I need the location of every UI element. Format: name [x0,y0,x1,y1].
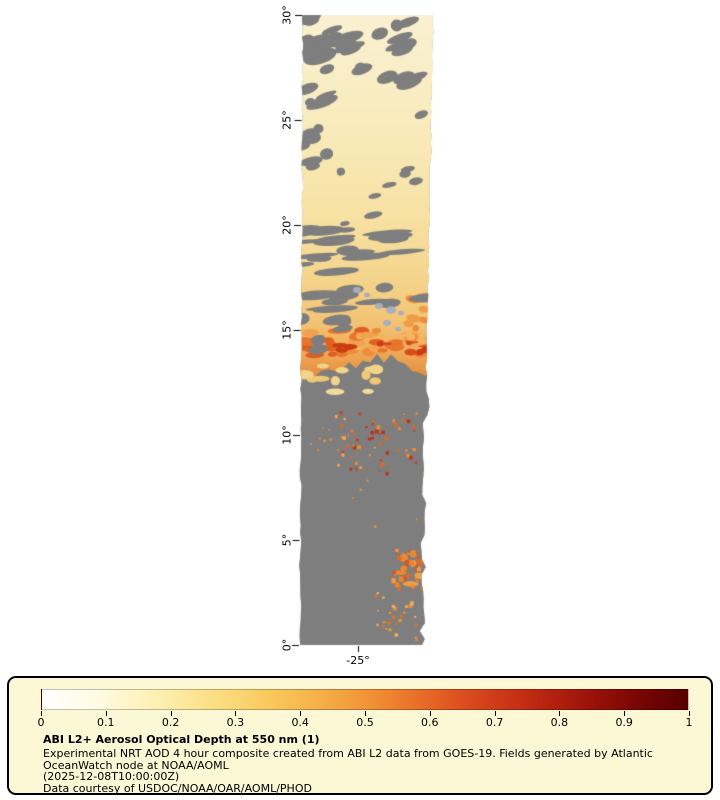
colorbar-tick [559,711,561,716]
colorbar-tick-label: 0.9 [615,716,633,729]
latitude-tick-label: 30° [280,5,294,25]
colorbar-tick-label: 0.6 [421,716,439,729]
latitude-tick-label: 5° [280,533,294,547]
colorbar-tick-label: 1 [685,716,693,729]
colorbar-tick-label: 0 [37,716,45,729]
colorbar-tick-label: 0.1 [97,716,115,729]
legend-panel: 0 0.1 0.2 0.3 0.4 0.5 0.6 0.7 0.8 0.9 1 ABI L2+ Ae… [7,676,713,795]
longitude-tick-label: -25° [346,654,370,667]
colorbar-tick [41,711,42,716]
colorbar-tick [235,711,237,716]
legend-text-line: Data courtesy of USDOC/NOAA/OAR/AOML/PHO… [43,781,312,795]
colorbar-tick-label: 0.8 [550,716,569,729]
legend-text-line: (2025-12-08T10:00:00Z) [43,770,180,783]
colorbar [41,689,689,710]
colorbar-tick [300,711,302,716]
aod-swath-raster [0,0,720,668]
colorbar-tick [365,711,366,716]
colorbar-tick [624,711,626,716]
legend-title: ABI L2+ Aerosol Optical Depth at 550 nm … [43,733,320,746]
latitude-tick-label: 15° [280,320,294,340]
colorbar-tick [170,711,172,716]
aod-map: 30° 25° 20° 15° 10° 5° 0° -25° [0,0,720,668]
colorbar-tick-label: 0.7 [485,716,504,729]
colorbar-tick [429,711,431,716]
latitude-tick-label: 20° [280,215,294,235]
latitude-tick-label: 25° [280,110,294,130]
colorbar-tick-label: 0.2 [161,716,180,729]
latitude-tick-label: 0° [280,638,294,652]
colorbar-tick [494,711,496,716]
colorbar-tick-label: 0.4 [291,716,309,729]
colorbar-tick [105,711,107,716]
colorbar-tick-label: 0.5 [356,716,374,729]
legend-text-line: OceanWatch node at NOAA/AOML [43,758,229,772]
colorbar-tick [689,711,690,716]
legend-text-line: Experimental NRT AOD 4 hour composite cr… [43,747,653,760]
colorbar-tick-label: 0.3 [226,716,245,729]
latitude-tick-label: 10° [280,425,294,445]
